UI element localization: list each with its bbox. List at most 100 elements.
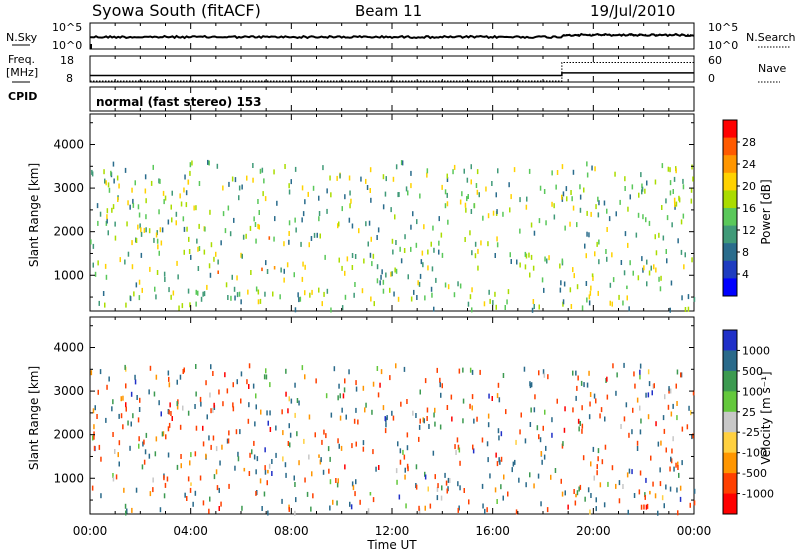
echo-point (114, 221, 116, 227)
echo-point (545, 220, 547, 226)
echo-point (406, 463, 409, 469)
echo-point (222, 401, 224, 407)
echo-point (97, 220, 99, 226)
echo-point (681, 426, 684, 432)
echo-point (574, 500, 577, 506)
echo-point (403, 366, 406, 372)
echo-point (114, 235, 117, 241)
echo-point (628, 306, 630, 312)
echo-point (445, 480, 448, 486)
echo-point (612, 277, 615, 283)
echo-point (161, 431, 164, 437)
echo-point (298, 460, 300, 466)
echo-point (622, 300, 624, 306)
echo-point (395, 468, 398, 474)
echo-point (289, 442, 291, 448)
echo-point (677, 510, 679, 516)
echo-point (446, 177, 449, 182)
echo-point (471, 250, 473, 256)
echo-point (294, 166, 297, 172)
echo-point (642, 267, 644, 273)
echo-point (483, 301, 486, 307)
echo-point (116, 175, 119, 181)
echo-point (446, 173, 448, 179)
echo-point (533, 407, 536, 413)
echo-point (653, 383, 655, 389)
echo-point (285, 391, 287, 397)
echo-point (241, 184, 243, 190)
echo-point (606, 256, 608, 262)
echo-point (171, 190, 173, 196)
echo-point (326, 188, 328, 194)
echo-point (663, 428, 666, 434)
echo-point (158, 250, 160, 256)
echo-point (454, 444, 456, 450)
echo-point (570, 190, 572, 195)
echo-point (99, 369, 102, 375)
echo-point (595, 204, 597, 210)
echo-point (462, 367, 464, 373)
echo-point (446, 488, 448, 494)
echo-point (404, 234, 406, 240)
echo-point (556, 170, 559, 175)
echo-point (560, 280, 562, 286)
echo-point (611, 301, 613, 307)
echo-point (248, 363, 251, 369)
echo-point (586, 172, 589, 178)
echo-point (641, 189, 643, 195)
echo-point (348, 217, 351, 223)
echo-point (682, 184, 685, 190)
echo-point (246, 175, 248, 181)
echo-point (267, 420, 269, 426)
echo-point (538, 434, 540, 440)
echo-point (267, 469, 269, 474)
echo-point (595, 497, 597, 503)
echo-point (392, 415, 395, 421)
echo-point (513, 167, 516, 173)
echo-point (633, 493, 636, 498)
echo-point (259, 168, 262, 174)
echo-point (692, 176, 694, 182)
echo-point (639, 363, 642, 369)
echo-point (473, 203, 475, 209)
echo-point (447, 486, 449, 492)
echo-point (466, 177, 469, 183)
echo-point (615, 390, 617, 396)
echo-point (285, 472, 287, 478)
echo-point (163, 199, 165, 205)
echo-point (633, 371, 635, 377)
echo-point (576, 284, 579, 290)
echo-point (382, 174, 385, 180)
echo-point (202, 425, 204, 431)
echo-point (241, 505, 243, 511)
echo-point (150, 180, 153, 186)
echo-point (433, 306, 435, 312)
echo-point (495, 452, 497, 458)
echo-point (629, 260, 631, 266)
echo-point (524, 251, 527, 257)
colorbar-segment (723, 243, 737, 262)
echo-point (153, 391, 156, 397)
echo-point (186, 496, 188, 501)
echo-point (429, 503, 432, 509)
echo-point (491, 396, 493, 401)
echo-point (319, 233, 321, 239)
echo-point (658, 276, 660, 282)
echo-point (441, 252, 444, 258)
echo-point (203, 249, 206, 255)
echo-point (415, 413, 417, 418)
echo-point (525, 204, 528, 210)
echo-point (507, 491, 509, 497)
echo-point (206, 284, 208, 290)
echo-point (390, 271, 392, 277)
echo-point (639, 374, 641, 380)
echo-point (410, 246, 412, 252)
echo-point (164, 482, 167, 488)
power-colorbar: 28 24 20 16 12 8 4 (722, 119, 756, 297)
echo-point (518, 477, 520, 483)
echo-point (404, 467, 406, 473)
echo-point (615, 483, 617, 489)
echo-point (176, 464, 179, 470)
echo-point (195, 425, 198, 431)
echo-point (645, 392, 647, 398)
